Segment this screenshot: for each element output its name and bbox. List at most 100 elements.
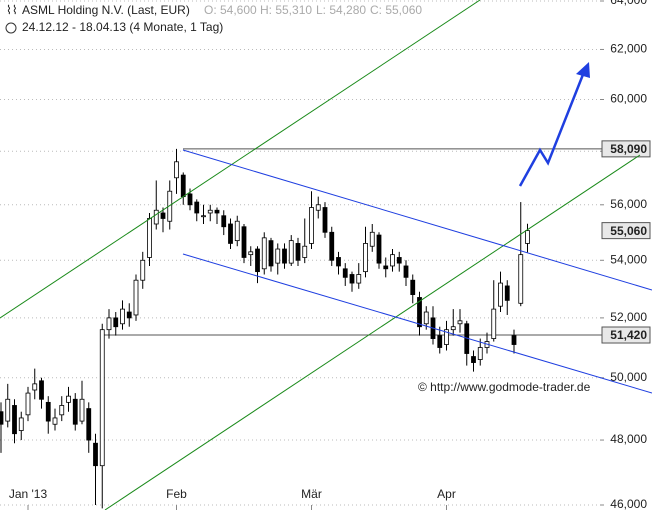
candle-body — [309, 207, 314, 244]
candle-body — [93, 442, 98, 467]
candle-body — [174, 161, 179, 179]
candle-body — [248, 251, 254, 256]
candle-body — [383, 265, 389, 270]
candle-body — [113, 317, 119, 328]
candle-body — [255, 248, 260, 273]
candle-body — [0, 411, 4, 425]
candle-body — [369, 231, 375, 247]
price-box — [601, 140, 651, 158]
candle-body — [410, 279, 416, 295]
candle-body — [423, 311, 429, 325]
candle-body — [79, 398, 85, 422]
x-tick-label: Feb — [166, 487, 187, 501]
candle-body — [471, 356, 476, 363]
candle-body — [52, 417, 58, 425]
candle-body — [288, 240, 294, 264]
candle-body — [403, 265, 409, 278]
candle-body — [342, 268, 348, 278]
candle-body — [329, 231, 335, 261]
chart-title: ASML Holding N.V. (Last, EUR) — [22, 3, 190, 17]
candle-body — [322, 207, 328, 233]
y-tick-label: 46,000 — [610, 497, 647, 510]
channel-line — [104, 154, 641, 510]
candle-body — [295, 243, 301, 261]
candle-body — [201, 215, 206, 218]
channel-line — [0, 0, 481, 319]
candle-body — [336, 257, 341, 267]
candle-body — [363, 243, 368, 273]
candle-body — [86, 408, 92, 441]
candle-body — [315, 204, 321, 211]
candle-body — [417, 297, 422, 328]
candle-body — [450, 326, 456, 331]
candle-body — [45, 401, 51, 422]
candle-body — [194, 201, 200, 214]
candle-body — [140, 259, 146, 281]
candle-body — [511, 335, 517, 345]
candle-body — [491, 308, 497, 339]
y-tick-label: 50,000 — [610, 370, 647, 384]
candle-body — [518, 254, 524, 304]
candle-body — [504, 285, 510, 301]
candle-body — [99, 329, 105, 467]
candle-body — [275, 248, 281, 264]
candle-body — [457, 320, 463, 325]
candle-body — [187, 193, 193, 206]
candle-body — [120, 308, 125, 325]
candle-body — [390, 254, 395, 267]
chart-icon: ⌇⌇ — [6, 3, 18, 17]
candle-body — [126, 311, 132, 319]
price-box — [601, 222, 651, 240]
candle-body — [66, 395, 71, 403]
candle-body — [525, 230, 530, 244]
candle-body — [106, 317, 112, 331]
candle-body — [18, 417, 24, 431]
price-box — [601, 326, 651, 344]
channel-line — [182, 149, 652, 291]
candle-body — [25, 392, 31, 416]
ohlc-label: C: 55,060 — [370, 3, 422, 17]
candle-body — [72, 398, 78, 425]
x-tick-label: Jan '13 — [9, 487, 48, 501]
candle-body — [234, 220, 240, 242]
candle-body — [241, 226, 247, 258]
candle-body — [221, 215, 227, 228]
candle-body — [376, 234, 382, 264]
candle-body — [498, 282, 503, 307]
candle-body — [396, 257, 402, 264]
price-label: 55,060 — [610, 224, 647, 238]
y-tick-label: 62,000 — [610, 42, 647, 56]
candle-body — [477, 347, 483, 360]
candle-body — [160, 212, 166, 219]
y-tick-label: 54,000 — [610, 252, 647, 266]
candle-body — [228, 223, 233, 244]
candle-body — [5, 398, 11, 422]
ohlc-label: H: 55,310 — [260, 3, 312, 17]
ohlc-label: L: 54,280 — [316, 3, 366, 17]
y-tick-label: 56,000 — [610, 197, 647, 211]
ohlc-label: O: 54,600 — [204, 3, 257, 17]
candle-body — [268, 240, 274, 267]
candle-body — [167, 190, 173, 222]
price-label: 58,090 — [610, 142, 647, 156]
candle-body — [349, 274, 355, 284]
candle-body — [32, 383, 38, 391]
candle-body — [356, 274, 362, 284]
x-tick-label: Apr — [437, 487, 456, 501]
y-tick-label: 60,000 — [610, 92, 647, 106]
candle-body — [12, 405, 17, 435]
candle-body — [180, 174, 186, 198]
candle-body — [147, 218, 152, 258]
forecast-arrow — [518, 71, 586, 187]
y-tick-label: 52,000 — [610, 310, 647, 324]
candle-body — [59, 405, 65, 416]
candle-body — [444, 329, 449, 345]
candle-body — [282, 248, 287, 264]
chart-subtitle: 24.12.12 - 18.04.13 (4 Monate, 1 Tag) — [22, 20, 223, 34]
candle-body — [153, 209, 159, 225]
header: ⌇⌇ ASML Holding N.V. (Last, EUR) O: 54,6… — [5, 3, 422, 34]
candle-body — [302, 245, 308, 258]
candle-body — [39, 380, 44, 400]
